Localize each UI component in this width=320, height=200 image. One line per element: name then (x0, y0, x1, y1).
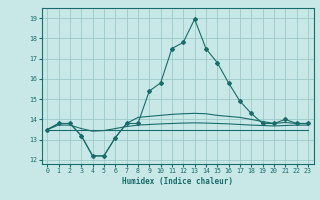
X-axis label: Humidex (Indice chaleur): Humidex (Indice chaleur) (122, 177, 233, 186)
